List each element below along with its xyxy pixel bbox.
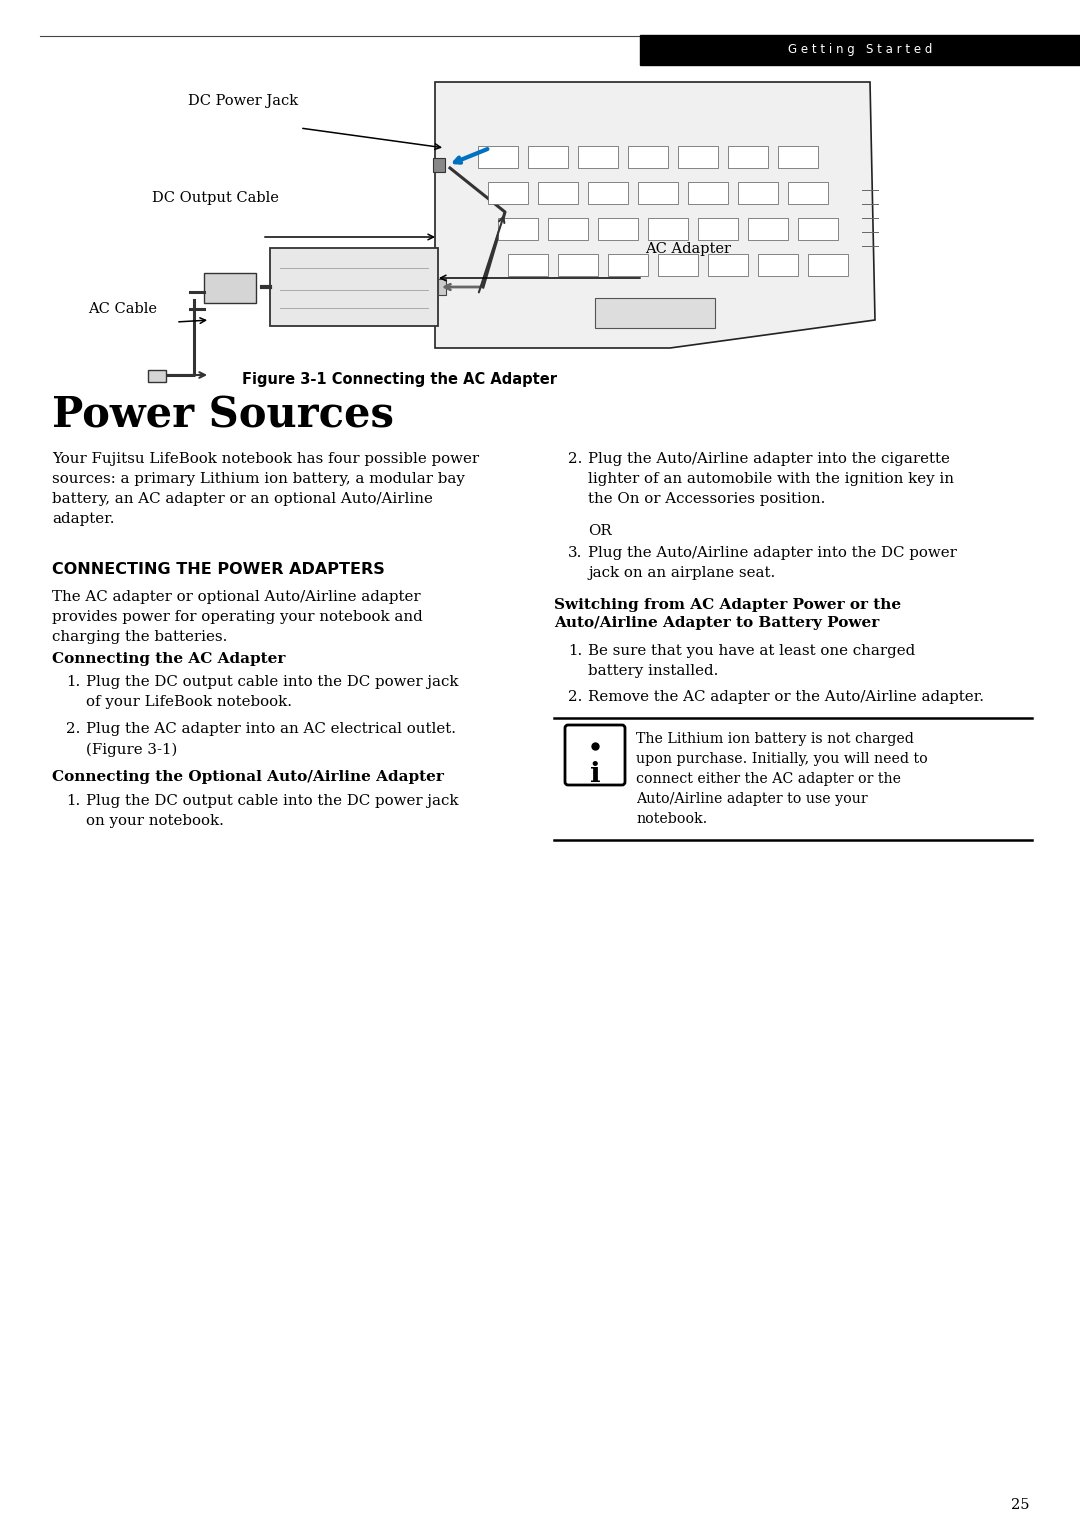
FancyBboxPatch shape [565,726,625,785]
Bar [708,255,748,276]
Bar [778,146,818,169]
Text: 25: 25 [1012,1499,1030,1513]
Bar [608,255,648,276]
Bar [728,146,768,169]
Bar [678,146,718,169]
Bar [748,218,788,239]
Text: AC Adapter: AC Adapter [645,242,731,256]
Text: Switching from AC Adapter Power or the: Switching from AC Adapter Power or the [554,598,901,612]
Text: Plug the Auto/Airline adapter into the DC power
jack on an airplane seat.: Plug the Auto/Airline adapter into the D… [588,546,957,580]
Text: 2.: 2. [568,690,582,704]
Bar [558,255,598,276]
Text: OR: OR [588,525,611,538]
Text: Be sure that you have at least one charged
battery installed.: Be sure that you have at least one charg… [588,644,915,678]
Bar [638,183,678,204]
Text: 3.: 3. [568,546,582,560]
Bar [688,183,728,204]
Text: AC Cable: AC Cable [87,302,157,316]
Bar [270,249,438,327]
Text: Your Fujitsu LifeBook notebook has four possible power
sources: a primary Lithiu: Your Fujitsu LifeBook notebook has four … [52,453,480,526]
Bar [204,273,256,304]
Bar [433,158,445,172]
Bar [588,183,627,204]
Bar [738,183,778,204]
Text: Plug the AC adapter into an AC electrical outlet.
(Figure 3-1): Plug the AC adapter into an AC electrica… [86,723,456,756]
Text: Power Sources: Power Sources [52,394,394,437]
Bar [478,146,518,169]
Text: Auto/Airline Adapter to Battery Power: Auto/Airline Adapter to Battery Power [554,617,879,630]
Bar [488,183,528,204]
Text: DC Output Cable: DC Output Cable [152,192,279,206]
Bar [528,146,568,169]
Text: The Lithium ion battery is not charged
upon purchase. Initially, you will need t: The Lithium ion battery is not charged u… [636,732,928,827]
Text: The AC adapter or optional Auto/Airline adapter
provides power for operating you: The AC adapter or optional Auto/Airline … [52,591,422,644]
Bar [438,279,446,295]
Bar [758,255,798,276]
Text: 1.: 1. [66,675,80,689]
Text: DC Power Jack: DC Power Jack [188,94,298,107]
Bar [508,255,548,276]
Text: CONNECTING THE POWER ADAPTERS: CONNECTING THE POWER ADAPTERS [52,561,384,577]
Text: Connecting the Optional Auto/Airline Adapter: Connecting the Optional Auto/Airline Ada… [52,770,444,784]
Text: Remove the AC adapter or the Auto/Airline adapter.: Remove the AC adapter or the Auto/Airlin… [588,690,984,704]
Bar [658,255,698,276]
Text: Plug the Auto/Airline adapter into the cigarette
lighter of an automobile with t: Plug the Auto/Airline adapter into the c… [588,453,954,506]
Bar [798,218,838,239]
Text: 1.: 1. [66,795,80,808]
Bar [538,183,578,204]
Text: 2.: 2. [568,453,582,466]
Text: Plug the DC output cable into the DC power jack
on your notebook.: Plug the DC output cable into the DC pow… [86,795,459,828]
Text: Connecting the AC Adapter: Connecting the AC Adapter [52,652,285,666]
Bar [698,218,738,239]
Text: 1.: 1. [568,644,582,658]
Text: G e t t i n g   S t a r t e d: G e t t i n g S t a r t e d [787,43,932,57]
Text: i: i [590,761,600,787]
Bar [578,146,618,169]
Text: 2.: 2. [66,723,80,736]
Bar [788,183,828,204]
Bar [548,218,588,239]
Text: Plug the DC output cable into the DC power jack
of your LifeBook notebook.: Plug the DC output cable into the DC pow… [86,675,459,709]
Polygon shape [435,81,875,348]
Bar [595,298,715,328]
Bar [498,218,538,239]
Bar [648,218,688,239]
Bar [627,146,669,169]
Text: Figure 3-1 Connecting the AC Adapter: Figure 3-1 Connecting the AC Adapter [243,373,557,387]
Bar [808,255,848,276]
Bar [148,370,166,382]
Bar [640,35,1080,64]
Bar [598,218,638,239]
